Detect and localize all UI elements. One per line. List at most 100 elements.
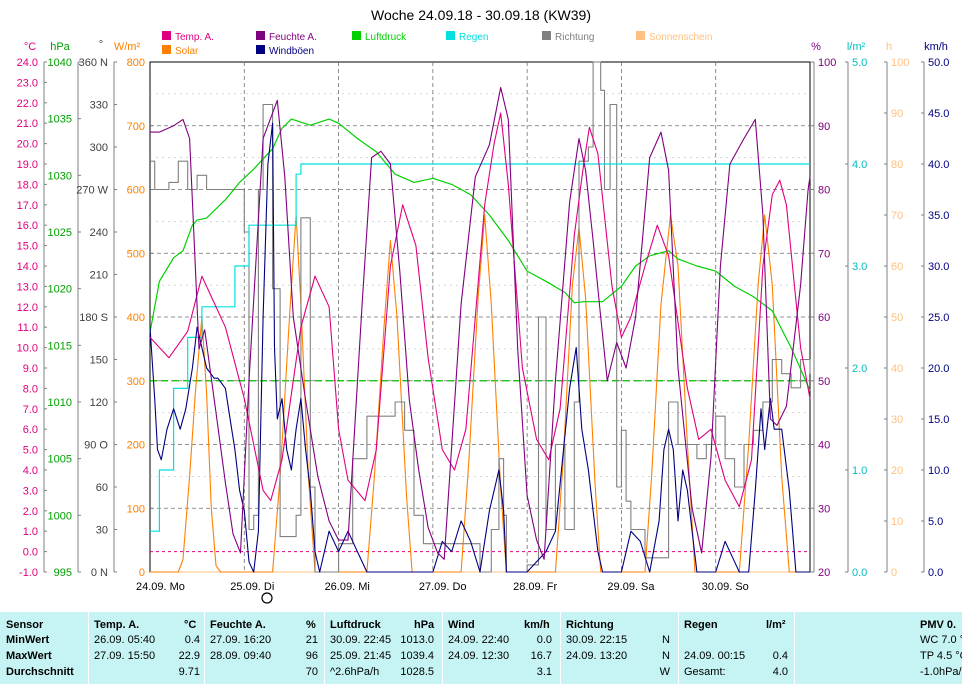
wind-tick-label: 45.0 (928, 108, 949, 120)
press-trend: ^2.6hPa/h (330, 666, 380, 678)
wind-max-time: 24.09. 12:30 (448, 650, 510, 662)
temp-tick-label: 16.0 (17, 220, 38, 232)
stats-min-row: MinWert 26.09. 05:40 0.4 27.09. 16:20 21… (0, 633, 962, 648)
sun-tick-label: 70 (891, 210, 903, 222)
wind-max-value: 16.7 (530, 650, 552, 662)
temp-min-value: 0.4 (184, 634, 200, 646)
legend-swatch (256, 31, 265, 40)
legend-swatch (256, 45, 265, 54)
humidity-tick-label: 100 (818, 57, 836, 69)
solar-tick-label: 800 (127, 57, 145, 69)
legend-label: Richtung (555, 32, 594, 43)
press-min-value: 1013.0 (400, 634, 434, 646)
rain-tick-label: 3.0 (852, 261, 867, 273)
temp-tick-label: 15.0 (17, 241, 38, 253)
wind-tick-label: 30.0 (928, 261, 949, 273)
stats-avg-row: Durchschnitt 9.71 70 ^2.6hPa/h 1028.5 3.… (0, 665, 962, 680)
direction-tick-label: 210 (90, 270, 108, 282)
rain-max-value: 0.4 (772, 650, 788, 662)
temp-tick-label: 17.0 (17, 200, 38, 212)
direction-tick-label: 180 S (79, 312, 108, 324)
humidity-tick-label: 30 (818, 503, 830, 515)
hum-min-time: 27.09. 16:20 (210, 634, 272, 646)
hum-max-time: 28.09. 09:40 (210, 650, 272, 662)
temp-tick-label: 11.0 (17, 322, 38, 334)
current-time-marker (261, 592, 273, 604)
wind-tick-label: 25.0 (928, 312, 949, 324)
sun-tick-label: 80 (891, 159, 903, 171)
temp-tick-label: 6.0 (23, 424, 38, 436)
day-label: 29.09. Sa (607, 581, 655, 593)
wind-header: Wind (448, 619, 475, 631)
hum-min-value: 21 (305, 634, 318, 646)
dir-max-value: N (662, 650, 670, 662)
sun-tick-label: 90 (891, 108, 903, 120)
temp-tick-label: 8.0 (23, 383, 38, 395)
temp-tick-label: 9.0 (23, 363, 38, 375)
press-min-time: 30.09. 22:45 (330, 634, 392, 646)
solar-tick-label: 400 (127, 312, 145, 324)
chart-legend: Temp. A. Feuchte A. Luftdruck Regen Richtung… (162, 31, 712, 57)
legend-label: Sonnenschein (649, 32, 712, 43)
temp-tick-label: 20.0 (17, 139, 38, 151)
series-luftdruck (149, 118, 811, 391)
legend-label: Regen (459, 32, 488, 43)
series-windb-en (149, 122, 810, 573)
dir-max-time: 24.09. 13:20 (566, 650, 628, 662)
hum-unit: % (306, 619, 316, 631)
day-label: 24.09. Mo (136, 581, 185, 593)
series-feuchte-a (150, 86, 811, 560)
temp-tick-label: 21.0 (17, 118, 38, 130)
chart-title: Woche 24.09.18 - 30.09.18 (KW39) (371, 7, 591, 23)
temp-tick-label: 1.0 (23, 526, 38, 538)
temp-axis-unit: °C (24, 41, 36, 53)
chart-plot (149, 61, 811, 573)
wind-tick-label: 10.0 (928, 465, 949, 477)
temp-header: Temp. A. (94, 619, 140, 631)
pressure-tick-label: 1035 (48, 114, 72, 126)
wind-tick-label: 5.0 (928, 516, 943, 528)
direction-tick-label: 360 N (79, 57, 108, 69)
wind-tick-label: 35.0 (928, 210, 949, 222)
hum-max-value: 96 (305, 650, 318, 662)
hum-avg-value: 70 (305, 666, 318, 678)
legend-label: Windböen (269, 46, 314, 57)
humidity-tick-label: 20 (818, 567, 830, 579)
day-label: 25.09. Di (230, 581, 274, 593)
temp-tick-label: 13.0 (17, 281, 38, 293)
statistics-panel: Sensor Temp. A. °C Feuchte A. % Luftdruc… (0, 612, 962, 684)
solar-tick-label: 600 (127, 185, 145, 197)
direction-tick-label: 300 (90, 142, 108, 154)
wind-min-time: 24.09. 22:40 (448, 634, 510, 646)
temp-tick-label: 22.0 (17, 98, 38, 110)
day-label: 26.09. Mi (325, 581, 370, 593)
sun-tick-label: 20 (891, 465, 903, 477)
sun-tick-label: 50 (891, 312, 903, 324)
temp-max-time: 27.09. 15:50 (94, 650, 156, 662)
legend-swatch (446, 31, 455, 40)
direction-tick-label: 120 (90, 397, 108, 409)
pressure-tick-label: 1015 (48, 340, 72, 352)
direction-tick-label: 60 (96, 482, 108, 494)
legend-swatch (542, 31, 551, 40)
temp-tick-label: 19.0 (17, 159, 38, 171)
pmv-min: WC 7.0 ° (920, 634, 962, 646)
pmv-header: PMV 0. (920, 619, 957, 631)
pressure-axis-unit: hPa (50, 41, 70, 53)
sun-axis-unit: h (886, 41, 892, 53)
series-richtung (150, 61, 811, 573)
pmv-avg: -1.0hPa/ (920, 666, 962, 678)
legend-swatch (636, 31, 645, 40)
sun-tick-label: 0 (891, 567, 897, 579)
pressure-tick-label: 1020 (48, 284, 72, 296)
stats-max-row: MaxWert 27.09. 15:50 22.9 28.09. 09:40 9… (0, 649, 962, 664)
temp-tick-label: -1.0 (19, 567, 38, 579)
temp-tick-label: 2.0 (23, 506, 38, 518)
wind-axis-unit: km/h (924, 41, 948, 53)
humidity-tick-label: 70 (818, 248, 830, 260)
pressure-tick-label: 1025 (48, 227, 72, 239)
rain-total-value: 4.0 (772, 666, 788, 678)
direction-tick-label: 90 O (84, 440, 108, 452)
solar-tick-label: 100 (127, 503, 145, 515)
legend-label: Solar (175, 46, 199, 57)
